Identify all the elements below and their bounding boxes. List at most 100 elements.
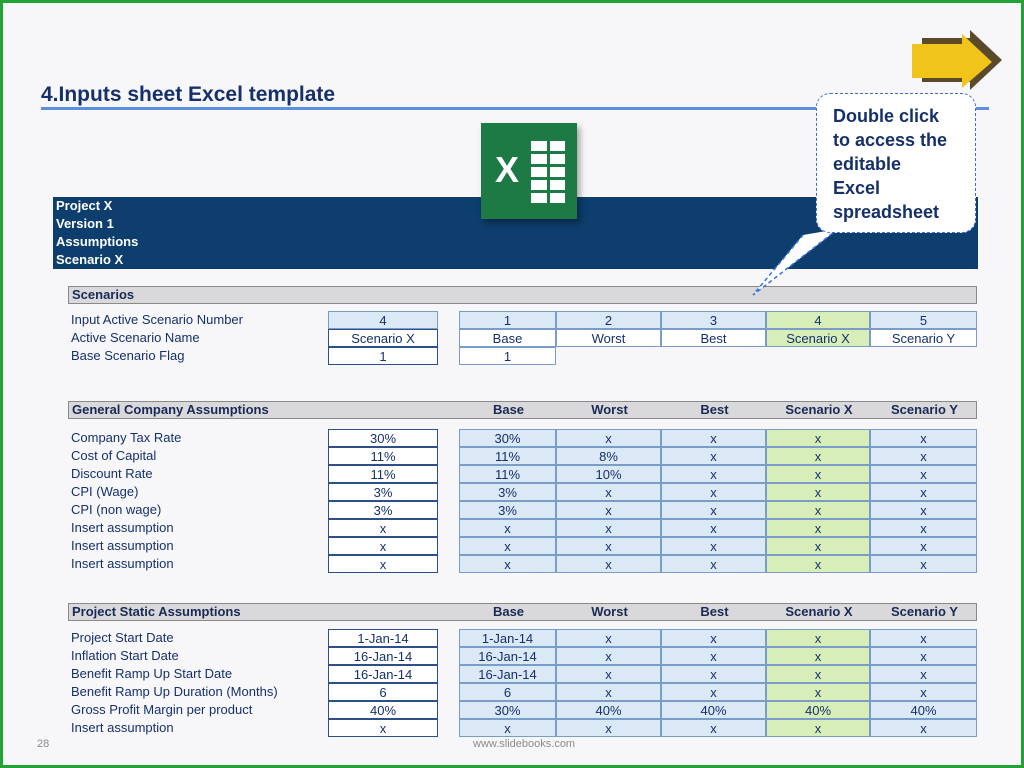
scenario-cell[interactable]: x: [766, 537, 870, 555]
scenario-cell[interactable]: x: [766, 501, 870, 519]
scenario-cell[interactable]: x: [556, 719, 661, 737]
scenario-cell[interactable]: x: [556, 647, 661, 665]
scenario-cell[interactable]: 30%: [459, 429, 556, 447]
scenario-cell[interactable]: Scenario X: [766, 329, 870, 347]
scenario-cell[interactable]: x: [766, 447, 870, 465]
scenario-cell[interactable]: 8%: [556, 447, 661, 465]
scenario-cell[interactable]: x: [661, 647, 766, 665]
scenario-cell[interactable]: x: [661, 555, 766, 573]
scenario-cell[interactable]: x: [766, 719, 870, 737]
input-cell[interactable]: 1-Jan-14: [328, 629, 438, 647]
scenario-cell[interactable]: 11%: [459, 447, 556, 465]
input-cell[interactable]: 40%: [328, 701, 438, 719]
scenario-cell[interactable]: x: [766, 519, 870, 537]
scenario-cell[interactable]: x: [766, 629, 870, 647]
scenario-cell[interactable]: x: [661, 629, 766, 647]
scenario-cell[interactable]: x: [766, 465, 870, 483]
scenario-cell[interactable]: x: [661, 483, 766, 501]
scenario-cell[interactable]: x: [870, 465, 977, 483]
input-cell[interactable]: x: [328, 555, 438, 573]
scenario-cell[interactable]: 10%: [556, 465, 661, 483]
scenario-cell[interactable]: x: [766, 483, 870, 501]
scenario-cell[interactable]: 1-Jan-14: [459, 629, 556, 647]
scenario-cell[interactable]: 40%: [556, 701, 661, 719]
input-cell[interactable]: 30%: [328, 429, 438, 447]
scenario-cell[interactable]: x: [556, 665, 661, 683]
scenario-cell[interactable]: x: [870, 629, 977, 647]
scenario-cell[interactable]: x: [661, 447, 766, 465]
scenario-cell[interactable]: 40%: [661, 701, 766, 719]
scenario-cell[interactable]: 3: [661, 311, 766, 329]
scenario-cell[interactable]: x: [556, 537, 661, 555]
input-cell[interactable]: 11%: [328, 465, 438, 483]
excel-icon[interactable]: X: [481, 123, 577, 219]
scenario-cell[interactable]: x: [556, 519, 661, 537]
scenario-cell[interactable]: x: [870, 429, 977, 447]
scenario-cell[interactable]: x: [870, 719, 977, 737]
input-cell[interactable]: 16-Jan-14: [328, 647, 438, 665]
input-cell[interactable]: 4: [328, 311, 438, 329]
input-cell[interactable]: 11%: [328, 447, 438, 465]
scenario-cell[interactable]: Worst: [556, 329, 661, 347]
scenario-cell[interactable]: 4: [766, 311, 870, 329]
scenario-cell[interactable]: x: [661, 665, 766, 683]
input-cell[interactable]: x: [328, 719, 438, 737]
scenario-cell[interactable]: Scenario Y: [870, 329, 977, 347]
scenario-cell[interactable]: x: [870, 683, 977, 701]
scenario-cell[interactable]: x: [556, 483, 661, 501]
next-arrow-icon[interactable]: [908, 30, 1004, 90]
scenario-cell[interactable]: x: [661, 719, 766, 737]
input-cell[interactable]: 3%: [328, 483, 438, 501]
scenario-cell[interactable]: x: [766, 683, 870, 701]
scenario-cell[interactable]: x: [556, 429, 661, 447]
scenario-cell[interactable]: x: [870, 501, 977, 519]
scenario-cell[interactable]: 6: [459, 683, 556, 701]
scenario-cell[interactable]: x: [766, 555, 870, 573]
scenario-cell[interactable]: x: [459, 519, 556, 537]
scenario-cell[interactable]: x: [766, 665, 870, 683]
scenario-cell[interactable]: x: [870, 555, 977, 573]
scenario-cell[interactable]: x: [459, 537, 556, 555]
scenario-cell[interactable]: 1: [459, 311, 556, 329]
scenario-cell[interactable]: x: [661, 501, 766, 519]
input-cell[interactable]: 6: [328, 683, 438, 701]
scenario-cell[interactable]: x: [766, 647, 870, 665]
scenario-cell[interactable]: x: [459, 555, 556, 573]
scenario-cell[interactable]: 16-Jan-14: [459, 647, 556, 665]
scenario-cell[interactable]: x: [556, 683, 661, 701]
scenario-cell[interactable]: x: [870, 519, 977, 537]
scenario-cell[interactable]: x: [661, 519, 766, 537]
scenario-cell[interactable]: x: [661, 429, 766, 447]
scenario-cell[interactable]: 2: [556, 311, 661, 329]
scenario-cell[interactable]: 11%: [459, 465, 556, 483]
scenario-cell[interactable]: x: [556, 501, 661, 519]
scenario-cell[interactable]: x: [870, 447, 977, 465]
input-cell[interactable]: x: [328, 519, 438, 537]
scenario-cell[interactable]: 40%: [766, 701, 870, 719]
scenario-cell[interactable]: Base: [459, 329, 556, 347]
scenario-cell[interactable]: 3%: [459, 483, 556, 501]
input-cell[interactable]: x: [328, 537, 438, 555]
scenario-cell[interactable]: x: [870, 537, 977, 555]
scenario-cell[interactable]: x: [870, 483, 977, 501]
scenario-cell[interactable]: x: [870, 665, 977, 683]
scenario-cell[interactable]: 30%: [459, 701, 556, 719]
scenario-cell[interactable]: x: [556, 629, 661, 647]
scenario-cell[interactable]: 16-Jan-14: [459, 665, 556, 683]
input-cell[interactable]: 1: [328, 347, 438, 365]
scenario-cell[interactable]: 40%: [870, 701, 977, 719]
scenario-cell[interactable]: x: [661, 465, 766, 483]
scenario-cell[interactable]: Best: [661, 329, 766, 347]
scenario-cell[interactable]: 3%: [459, 501, 556, 519]
input-cell[interactable]: Scenario X: [328, 329, 438, 347]
scenario-cell[interactable]: x: [870, 647, 977, 665]
scenario-cell[interactable]: x: [556, 555, 661, 573]
scenario-cell[interactable]: x: [661, 537, 766, 555]
input-cell[interactable]: 16-Jan-14: [328, 665, 438, 683]
scenario-cell[interactable]: x: [661, 683, 766, 701]
input-cell[interactable]: 3%: [328, 501, 438, 519]
scenario-cell[interactable]: x: [766, 429, 870, 447]
scenario-cell[interactable]: 5: [870, 311, 977, 329]
scenario-cell[interactable]: 1: [459, 347, 556, 365]
scenario-cell[interactable]: x: [459, 719, 556, 737]
